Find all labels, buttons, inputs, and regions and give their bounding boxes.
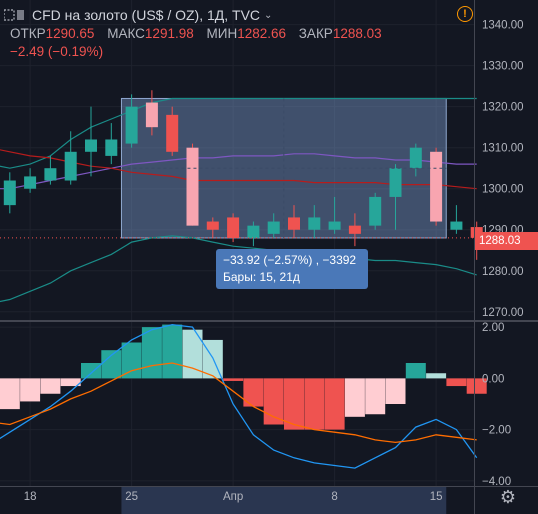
- candle-body: [247, 225, 260, 238]
- candle-body: [186, 147, 199, 226]
- chart-header: CFD на золото (US$ / OZ), 1Д, TVC ⌄ ОТКР…: [0, 0, 538, 64]
- macd-tick-label: −2.00: [482, 425, 511, 437]
- candle-body: [105, 139, 118, 156]
- price-tick-label: 1310.00: [482, 143, 524, 155]
- bollinger-lower-line: [0, 235, 477, 303]
- time-tick-label: 8: [331, 491, 337, 503]
- candle-body: [430, 151, 443, 222]
- macd-line: [0, 323, 478, 469]
- macd-histogram-bar: [304, 378, 325, 430]
- candle-body: [389, 168, 402, 197]
- open-value: 1290.65: [45, 26, 95, 41]
- macd-histogram-bar: [60, 378, 81, 387]
- candle-body: [85, 139, 97, 152]
- macd-pane: [0, 323, 487, 469]
- price-tick-label: 1270.00: [482, 307, 524, 319]
- time-tick-label: Апр: [223, 491, 243, 503]
- candle-body: [227, 217, 240, 238]
- candle-body: [308, 217, 321, 230]
- ohlc-values: ОТКР1290.65 МАКС1291.98 МИН1282.66 ЗАКР1…: [10, 26, 391, 41]
- macd-histogram-bar: [405, 363, 426, 379]
- candle-body: [206, 221, 219, 230]
- open-label: ОТКР: [10, 26, 46, 41]
- macd-histogram-bar: [426, 373, 447, 379]
- candle-body: [3, 180, 16, 206]
- measure-change: −33.92 (−2.57%) , −3392: [223, 253, 357, 267]
- macd-tick-label: 0.00: [482, 373, 504, 385]
- macd-histogram-bar: [141, 327, 162, 379]
- signal-line: [0, 362, 477, 444]
- macd-histogram-bar: [344, 378, 365, 417]
- time-tick-label: 15: [430, 491, 443, 503]
- close-label: ЗАКР: [298, 26, 333, 41]
- candle-body: [145, 102, 158, 128]
- candles: [3, 90, 483, 260]
- candle-body: [328, 221, 341, 230]
- candle-body: [348, 225, 361, 234]
- macd-tick-label: 2.00: [482, 322, 504, 334]
- price-tick-label: 1300.00: [482, 184, 524, 196]
- time-tick-label: 25: [125, 491, 138, 503]
- price-tick-label: 1330.00: [482, 61, 524, 73]
- price-tick-label: 1280.00: [482, 266, 524, 278]
- low-value: 1282.66: [237, 26, 287, 41]
- candle-body: [369, 196, 382, 226]
- macd-histogram-bar: [20, 378, 41, 402]
- candle-body: [267, 221, 280, 234]
- candle-body: [409, 147, 422, 169]
- macd-histogram-bar: [284, 378, 304, 430]
- candle-body: [24, 176, 37, 189]
- symbol-title[interactable]: CFD на золото (US$ / OZ), 1Д, TVC: [32, 7, 261, 23]
- grid: [0, 0, 474, 486]
- macd-histogram-bar: [263, 378, 284, 425]
- time-tick-label: 18: [24, 491, 37, 503]
- candle-body: [44, 168, 57, 181]
- candle-body: [166, 114, 179, 152]
- macd-histogram-bar: [466, 378, 487, 394]
- candle-body: [125, 106, 138, 144]
- candle-body: [450, 221, 463, 230]
- macd-histogram-bar: [81, 363, 101, 379]
- candle-body: [64, 151, 77, 181]
- macd-histogram-bar: [121, 342, 142, 379]
- macd-histogram-bar: [324, 378, 345, 430]
- chevron-down-icon[interactable]: ⌄: [264, 9, 273, 21]
- measure-bars: Бары: 15, 21д: [223, 270, 300, 284]
- candle-body: [288, 217, 300, 230]
- macd-histogram-bar: [162, 324, 183, 379]
- macd-histogram-bar: [0, 378, 20, 410]
- high-value: 1291.98: [144, 26, 194, 41]
- macd-histogram-bar: [385, 378, 406, 404]
- macd-histogram-bar: [243, 378, 264, 407]
- exclamation-circle-icon[interactable]: !: [457, 6, 473, 22]
- measure-tooltip: −33.92 (−2.57%) , −3392 Бары: 15, 21д: [216, 249, 368, 289]
- close-value: 1288.03: [332, 26, 382, 41]
- macd-histogram-bar: [223, 378, 244, 381]
- macd-histogram-bar: [365, 378, 386, 415]
- high-label: МАКС: [107, 26, 145, 41]
- macd-histogram-bar: [101, 350, 122, 379]
- macd-histogram-bar: [446, 378, 467, 387]
- gear-icon[interactable]: ⚙: [499, 487, 517, 507]
- macd-tick-label: −4.00: [482, 476, 511, 488]
- price-tick-label: 1340.00: [482, 20, 524, 32]
- last-price-tag: 1288.03: [475, 232, 538, 250]
- time-range-highlight: [121, 487, 447, 514]
- symbol-row[interactable]: CFD на золото (US$ / OZ), 1Д, TVC ⌄: [4, 4, 272, 26]
- low-label: МИН: [206, 26, 238, 41]
- collapse-toggle-icon[interactable]: [4, 8, 26, 22]
- macd-histogram-bar: [40, 378, 61, 394]
- price-tick-label: 1320.00: [482, 102, 524, 114]
- change-value: −2.49 (−0.19%): [10, 44, 104, 59]
